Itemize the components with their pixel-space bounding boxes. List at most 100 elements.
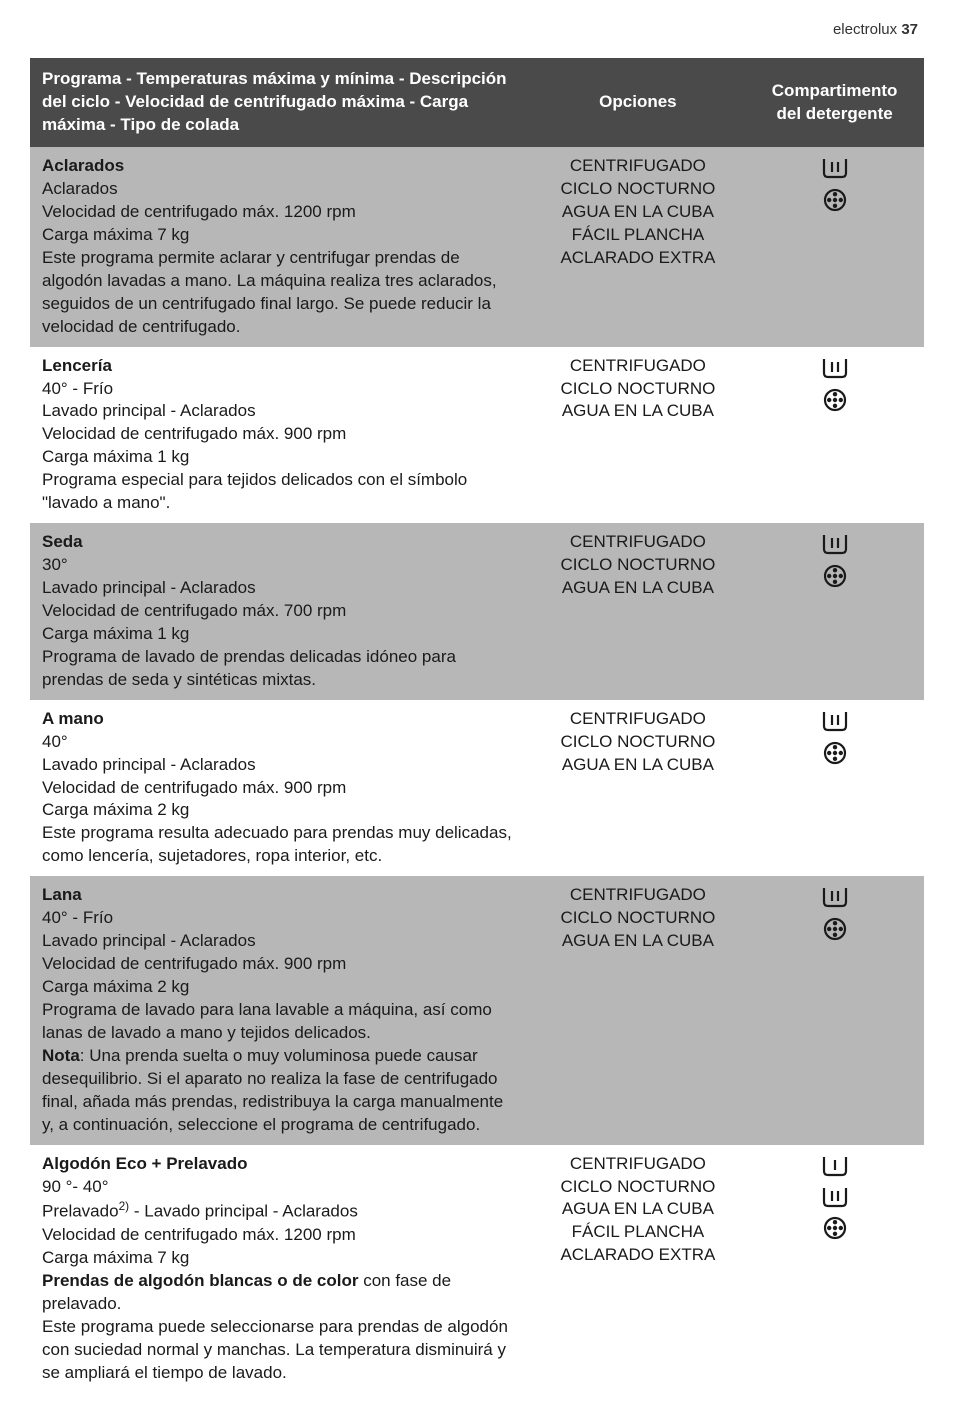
flower-icon: [823, 188, 847, 219]
compartment-cell: [745, 147, 924, 347]
options-cell: CENTRIFUGADOCICLO NOCTURNOAGUA EN LA CUB…: [531, 700, 746, 877]
program-line: 30°: [42, 554, 519, 577]
softener-icon: [822, 1186, 848, 1215]
program-line: Carga máxima 7 kg: [42, 224, 519, 247]
program-line: 40° - Frío: [42, 378, 519, 401]
option-item: CICLO NOCTURNO: [543, 178, 734, 201]
compartment-cell: [745, 523, 924, 700]
option-item: CENTRIFUGADO: [543, 531, 734, 554]
table-row: A mano40°Lavado principal - AclaradosVel…: [30, 700, 924, 877]
option-item: CICLO NOCTURNO: [543, 731, 734, 754]
col-header-program: Programa - Temperaturas máxima y mínima …: [30, 58, 531, 147]
options-cell: CENTRIFUGADOCICLO NOCTURNOAGUA EN LA CUB…: [531, 347, 746, 524]
table-header-row: Programa - Temperaturas máxima y mínima …: [30, 58, 924, 147]
program-title: Lencería: [42, 355, 519, 378]
option-item: AGUA EN LA CUBA: [543, 400, 734, 423]
option-item: ACLARADO EXTRA: [543, 247, 734, 270]
softener-icon: [822, 710, 848, 739]
page-header: electrolux 37: [30, 20, 924, 40]
option-item: AGUA EN LA CUBA: [543, 754, 734, 777]
softener-icon: [822, 533, 848, 562]
program-line: Lavado principal - Aclarados: [42, 754, 519, 777]
programs-table: Programa - Temperaturas máxima y mínima …: [30, 58, 924, 1392]
brand-label: electrolux: [833, 21, 897, 38]
program-line: Carga máxima 2 kg: [42, 976, 519, 999]
option-item: FÁCIL PLANCHA: [543, 224, 734, 247]
options-cell: CENTRIFUGADOCICLO NOCTURNOAGUA EN LA CUB…: [531, 876, 746, 1144]
program-title: Algodón Eco + Prelavado: [42, 1153, 519, 1176]
option-item: CENTRIFUGADO: [543, 884, 734, 907]
option-item: CENTRIFUGADO: [543, 355, 734, 378]
option-item: CENTRIFUGADO: [543, 155, 734, 178]
program-title: Aclarados: [42, 155, 519, 178]
softener-icon: [822, 157, 848, 186]
program-line: 90 °- 40°: [42, 1176, 519, 1199]
program-cell: Algodón Eco + Prelavado90 °- 40°Prelavad…: [30, 1145, 531, 1393]
option-item: CENTRIFUGADO: [543, 708, 734, 731]
option-item: AGUA EN LA CUBA: [543, 1198, 734, 1221]
program-line: Prendas de algodón blancas o de color co…: [42, 1270, 519, 1316]
program-line: Lavado principal - Aclarados: [42, 577, 519, 600]
flower-icon: [823, 388, 847, 419]
softener-icon: [822, 886, 848, 915]
option-item: CICLO NOCTURNO: [543, 907, 734, 930]
program-cell: A mano40°Lavado principal - AclaradosVel…: [30, 700, 531, 877]
option-item: CENTRIFUGADO: [543, 1153, 734, 1176]
option-item: CICLO NOCTURNO: [543, 1176, 734, 1199]
flower-icon: [823, 917, 847, 948]
table-row: Seda30°Lavado principal - AclaradosVeloc…: [30, 523, 924, 700]
program-line: 40° - Frío: [42, 907, 519, 930]
program-cell: Seda30°Lavado principal - AclaradosVeloc…: [30, 523, 531, 700]
program-line: Velocidad de centrifugado máx. 1200 rpm: [42, 201, 519, 224]
program-line: Lavado principal - Aclarados: [42, 930, 519, 953]
program-line: 40°: [42, 731, 519, 754]
program-line: Lavado principal - Aclarados: [42, 400, 519, 423]
col-header-compartment: Compartimento del detergente: [745, 58, 924, 147]
program-line: Prelavado2) - Lavado principal - Aclarad…: [42, 1198, 519, 1224]
table-row: Algodón Eco + Prelavado90 °- 40°Prelavad…: [30, 1145, 924, 1393]
program-nota: Nota: Una prenda suelta o muy voluminosa…: [42, 1045, 519, 1137]
compartment-cell: [745, 876, 924, 1144]
program-line: Velocidad de centrifugado máx. 700 rpm: [42, 600, 519, 623]
flower-icon: [823, 741, 847, 772]
program-title: A mano: [42, 708, 519, 731]
options-cell: CENTRIFUGADOCICLO NOCTURNOAGUA EN LA CUB…: [531, 1145, 746, 1393]
program-line: Programa especial para tejidos delicados…: [42, 469, 519, 515]
flower-icon: [823, 1216, 847, 1247]
program-line: Programa de lavado para lana lavable a m…: [42, 999, 519, 1045]
compartment-cell: [745, 700, 924, 877]
program-line: Este programa resulta adecuado para pren…: [42, 822, 519, 868]
program-cell: Lencería40° - FríoLavado principal - Acl…: [30, 347, 531, 524]
option-item: AGUA EN LA CUBA: [543, 577, 734, 600]
table-row: Lencería40° - FríoLavado principal - Acl…: [30, 347, 924, 524]
program-line: Velocidad de centrifugado máx. 1200 rpm: [42, 1224, 519, 1247]
program-line: Programa de lavado de prendas delicadas …: [42, 646, 519, 692]
program-line: Este programa permite aclarar y centrifu…: [42, 247, 519, 339]
program-line: Este programa puede seleccionarse para p…: [42, 1316, 519, 1385]
option-item: CICLO NOCTURNO: [543, 378, 734, 401]
program-line: Velocidad de centrifugado máx. 900 rpm: [42, 423, 519, 446]
program-cell: Lana40° - FríoLavado principal - Aclarad…: [30, 876, 531, 1144]
options-cell: CENTRIFUGADOCICLO NOCTURNOAGUA EN LA CUB…: [531, 523, 746, 700]
option-item: AGUA EN LA CUBA: [543, 930, 734, 953]
page-number: 37: [901, 21, 918, 38]
flower-icon: [823, 564, 847, 595]
program-line: Aclarados: [42, 178, 519, 201]
option-item: FÁCIL PLANCHA: [543, 1221, 734, 1244]
table-row: Lana40° - FríoLavado principal - Aclarad…: [30, 876, 924, 1144]
program-line: Velocidad de centrifugado máx. 900 rpm: [42, 777, 519, 800]
program-line: Carga máxima 7 kg: [42, 1247, 519, 1270]
option-item: AGUA EN LA CUBA: [543, 201, 734, 224]
col-header-options: Opciones: [531, 58, 746, 147]
option-item: CICLO NOCTURNO: [543, 554, 734, 577]
softener-icon: [822, 357, 848, 386]
compartment-cell: [745, 1145, 924, 1393]
program-title: Lana: [42, 884, 519, 907]
program-title: Seda: [42, 531, 519, 554]
program-line: Velocidad de centrifugado máx. 900 rpm: [42, 953, 519, 976]
program-line: Carga máxima 2 kg: [42, 799, 519, 822]
program-cell: AclaradosAclaradosVelocidad de centrifug…: [30, 147, 531, 347]
program-line: Carga máxima 1 kg: [42, 623, 519, 646]
option-item: ACLARADO EXTRA: [543, 1244, 734, 1267]
options-cell: CENTRIFUGADOCICLO NOCTURNOAGUA EN LA CUB…: [531, 147, 746, 347]
